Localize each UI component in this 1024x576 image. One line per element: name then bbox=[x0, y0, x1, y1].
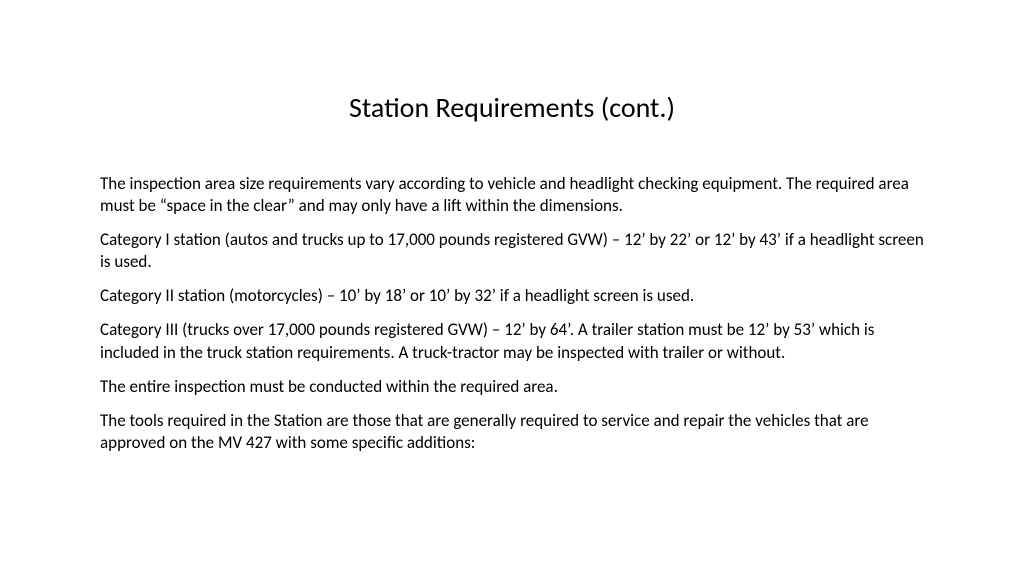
slide-title: Station Requirements (cont.) bbox=[100, 90, 924, 125]
slide-container: Station Requirements (cont.) The inspect… bbox=[0, 0, 1024, 576]
slide-body: The inspection area size requirements va… bbox=[100, 173, 924, 454]
paragraph: Category I station (autos and trucks up … bbox=[100, 229, 924, 273]
paragraph: The entire inspection must be conducted … bbox=[100, 376, 924, 398]
paragraph: Category III (trucks over 17,000 pounds … bbox=[100, 319, 924, 363]
paragraph: The tools required in the Station are th… bbox=[100, 410, 924, 454]
paragraph: The inspection area size requirements va… bbox=[100, 173, 924, 217]
paragraph: Category II station (motorcycles) – 10’ … bbox=[100, 285, 924, 307]
